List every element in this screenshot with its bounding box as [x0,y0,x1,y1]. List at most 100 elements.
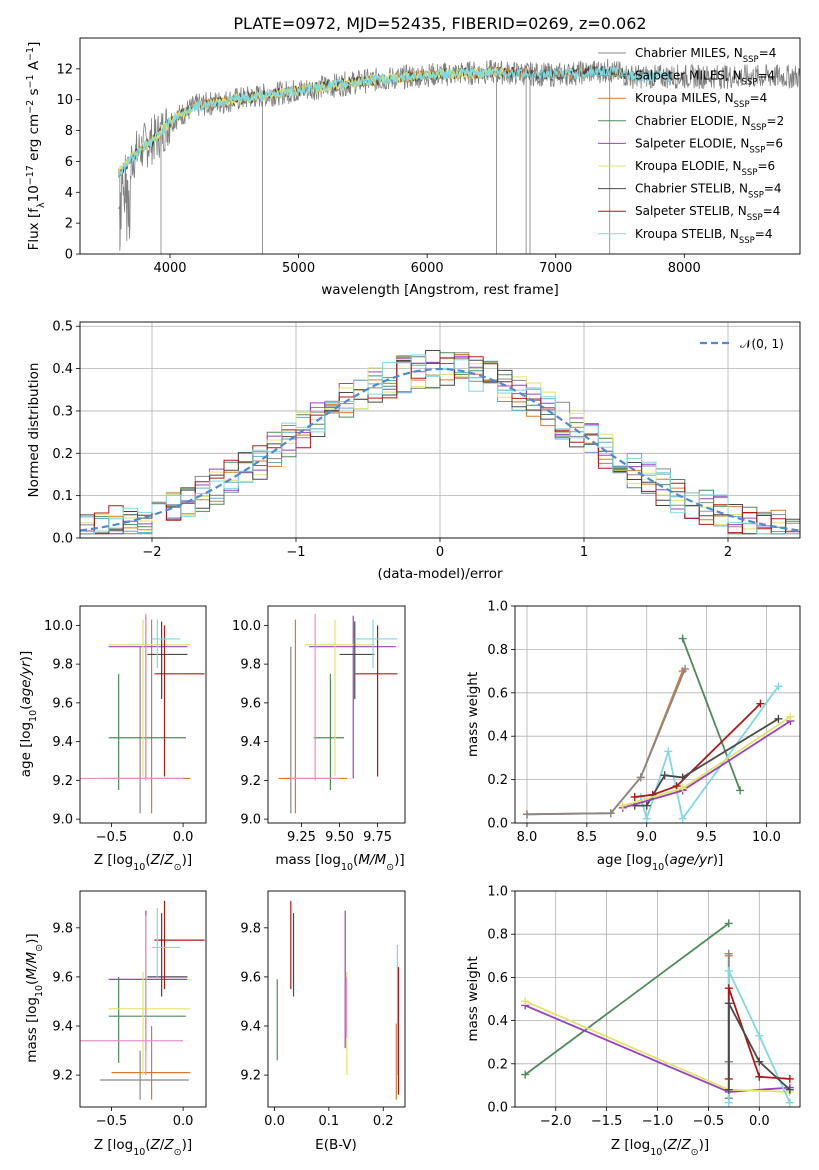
series-marker [724,999,733,1008]
axes-frame [79,890,207,1108]
histogram-kroupa-stelib [80,354,800,535]
axes-frame [79,605,207,824]
y-tick-label: 9.0 [240,813,261,828]
y-axis-label: Flux [fλ10−17 erg cm−2 s−1 A−1] [25,42,47,251]
series-marker [755,1057,764,1066]
y-tick-label: 10 [56,93,73,108]
ebv-errorbars [276,900,400,1100]
label-part: s [26,88,42,99]
y-tick-label: 9.2 [52,1069,73,1084]
y-tick-label: 0.2 [487,1057,508,1072]
y-tick-label: 0.0 [487,817,508,832]
label-part: −17 [25,165,36,185]
mass-ebv-axes: 0.0 0.1 0.2 9.2 9.4 9.6 9.8 E(B-V) [240,890,406,1153]
label-part: ( [24,980,40,985]
series-marker [636,773,645,782]
legend-label: Chabrier STELIB, NSSP=4 [635,182,782,201]
y-tick-label: 12 [56,62,73,77]
x-tick-label: 0.0 [749,1114,770,1129]
label-part: ⊙ [386,862,394,873]
legend-label: 𝒩(0, 1) [740,337,784,351]
x-tick-label: 6000 [411,261,444,276]
series-marker [756,699,765,708]
label-part: Normed distribution [26,363,42,498]
legend-label: Kroupa MILES, NSSP=4 [635,91,767,110]
label-part: / [677,1137,682,1153]
x-tick-label: 10.0 [752,830,781,845]
y-tick-label: 0.5 [52,320,73,335]
series-marker [786,712,795,721]
series-marker [681,664,690,673]
y-tick-label: 9.8 [52,921,73,936]
label-part: )] [699,1137,710,1153]
label-part: )] [182,1137,193,1153]
label-part: )] [713,852,724,868]
legend-value: =6 [757,159,775,173]
label-part: ( [145,1137,150,1153]
series-marker [785,1098,794,1107]
label-part: )] [24,933,40,944]
y-tick-label: 0.6 [487,686,508,701]
legend-sub: SSP [734,100,750,110]
y-tick-label: 8 [65,124,73,139]
label-part: Flux [f [26,207,42,251]
legend-name: Kroupa ELODIE, N [635,159,742,173]
y-tick-label: 9.8 [52,658,73,673]
y-tick-label: 0.8 [487,928,508,943]
legend-value: =4 [763,204,781,218]
series-marker [736,786,745,795]
y-tick-label: 9.6 [240,970,261,985]
x-tick-label: −1.0 [642,1114,674,1129]
mass-z-axes-errorbars [80,900,205,1100]
x-tick-label: 8000 [668,261,701,276]
label-part: (data-model)/error [377,566,503,582]
label-part: Z [680,1137,691,1153]
y-tick-label: 10.0 [232,619,261,634]
legend-sub: SSP [742,168,758,178]
legend-label: Salpeter STELIB, NSSP=4 [635,204,780,223]
y-tick-label: 9.2 [52,774,73,789]
legend-value: =4 [759,46,777,60]
y-tick-label: 10.0 [44,619,73,634]
model-spectrum [118,64,640,177]
legend-name: Kroupa STELIB, N [635,227,739,241]
y-tick-label: 9.4 [240,1020,261,1035]
y-tick-label: 1.0 [487,885,508,900]
y-tick-label: 0.4 [52,362,73,377]
series-marker [678,773,687,782]
x-tick-label: −0.5 [693,1114,725,1129]
label-part: λ [36,202,47,208]
x-axis-label: E(B-V) [315,1137,357,1153]
label-part: Z [667,1137,678,1153]
label-part: −1 [25,47,36,61]
legend-value: =6 [765,136,783,150]
y-tick-label: 0.1 [52,489,73,504]
y-tick-label: 9.8 [240,658,261,673]
y-tick-label: 9.8 [240,921,261,936]
x-tick-label: 0 [436,545,444,560]
y-axis-label: mass [log10(M/M⊙)] [24,933,45,1062]
x-axis-label: (data-model)/error [377,566,503,582]
x-tick-label: 0.0 [264,1114,285,1129]
label-part: 10 [34,985,45,997]
label-part: / [160,1137,165,1153]
spectrum-axes: 4000 5000 6000 7000 8000 0 2 4 6 8 10 12 Chabrier MI… [25,37,801,298]
legend-sub: SSP [748,191,764,201]
x-tick-label: 0.1 [319,1114,340,1129]
x-tick-label: 9.25 [287,830,316,845]
y-tick-label: 0.6 [487,971,508,986]
label-part: mass [log [24,997,40,1063]
axes-frame [514,605,801,824]
label-part: ( [664,852,669,868]
age-mass-axes: 9.25 9.50 9.75 9.0 9.2 9.4 9.6 9.8 10.0 mass [log… [232,605,406,873]
label-part: Z [163,1137,174,1153]
x-tick-label: 7000 [539,261,572,276]
series-marker [521,1070,530,1079]
x-tick-label: 4000 [153,261,186,276]
y-tick-label: 2 [65,217,73,232]
label-part: 10 [26,185,42,202]
y-tick-label: 9.0 [52,813,73,828]
figure-title: PLATE=0972, MJD=52435, FIBERID=0269, z=0… [233,14,646,33]
